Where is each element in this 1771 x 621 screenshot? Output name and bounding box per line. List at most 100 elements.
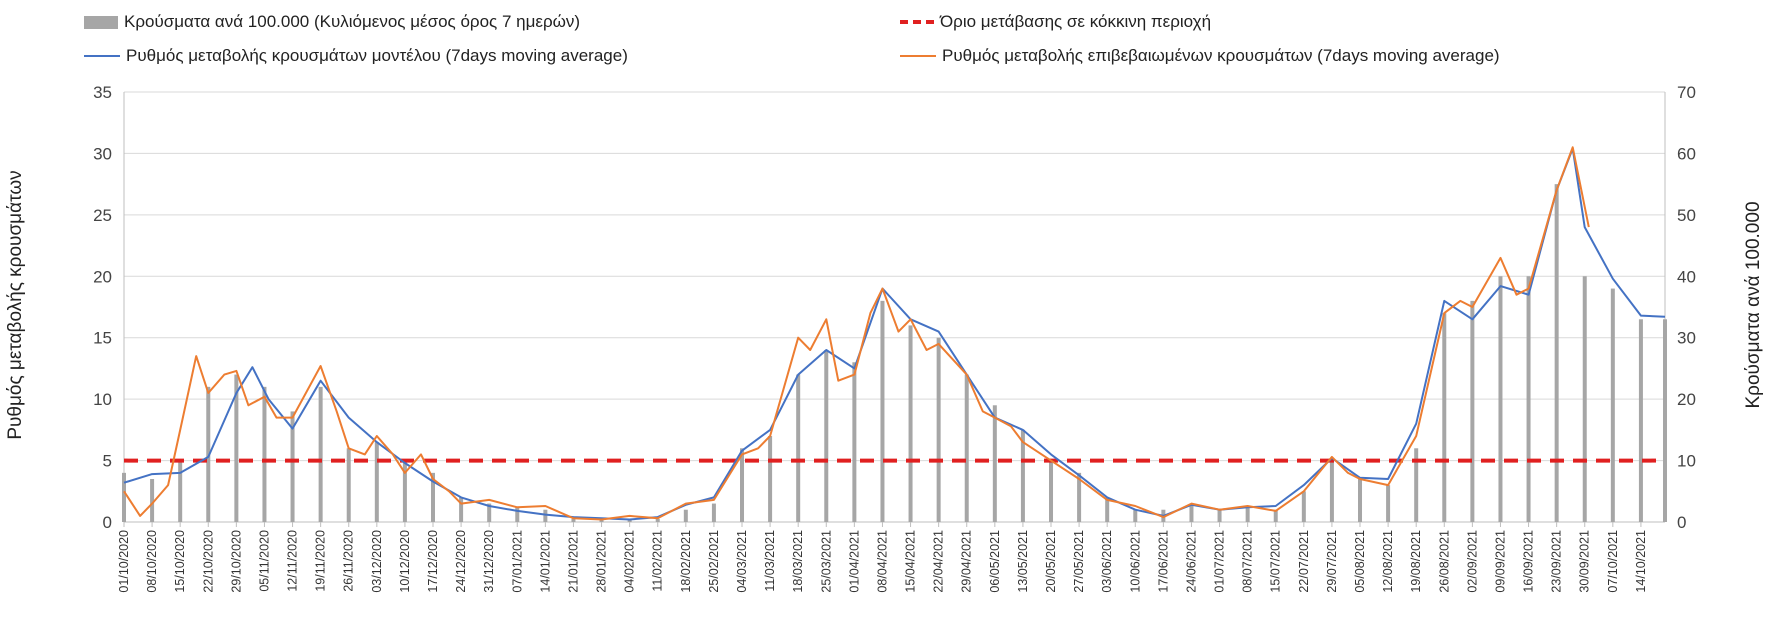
bar: [1301, 491, 1306, 522]
x-tick-label: 08/07/2021: [1241, 530, 1255, 593]
bar: [1386, 485, 1391, 522]
x-tick-label: 17/12/2020: [426, 530, 440, 593]
bar: [1498, 276, 1503, 522]
y-axis-title-left: Ρυθμός μεταβολής κρουσμάτων: [5, 170, 27, 439]
x-tick-label: 05/08/2021: [1353, 530, 1367, 593]
bar: [711, 503, 716, 522]
x-tick-label: 21/01/2021: [566, 530, 580, 593]
x-tick-label: 03/12/2020: [370, 530, 384, 593]
x-tick-label: 22/04/2021: [932, 530, 946, 593]
x-tick-label: 02/09/2021: [1465, 530, 1479, 593]
x-tick-label: 26/11/2020: [342, 530, 356, 592]
bar: [1663, 319, 1667, 522]
x-tick-label: 15/10/2020: [173, 530, 187, 593]
legend-item-model: Ρυθμός μεταβολής κρουσμάτων μοντέλου (7d…: [84, 46, 628, 66]
bar: [122, 472, 126, 522]
legend-item-threshold: Όριο μετάβασης σε κόκκινη περιοχή: [900, 12, 1211, 32]
x-tick-label: 20/05/2021: [1044, 530, 1058, 593]
bar: [1638, 319, 1643, 522]
x-tick-label: 06/05/2021: [988, 530, 1002, 593]
legend-swatch-threshold: [900, 20, 934, 24]
y-tick-label-right: 10: [1677, 452, 1696, 471]
bar: [318, 386, 323, 522]
bar: [908, 325, 913, 522]
bar: [683, 509, 688, 522]
bar: [1470, 300, 1475, 522]
bar: [290, 411, 295, 522]
x-tick-label: 05/11/2020: [257, 530, 271, 592]
x-tick-label: 25/03/2021: [819, 530, 833, 593]
x-tick-label: 04/03/2021: [735, 530, 749, 593]
bar: [487, 503, 492, 522]
y-tick-label-left: 20: [93, 267, 112, 286]
bar: [515, 506, 520, 522]
bar: [1049, 460, 1054, 522]
x-tick-label: 30/09/2021: [1578, 530, 1592, 593]
bar: [655, 518, 660, 522]
legend-item-bars: Κρούσματα ανά 100.000 (Κυλιόμενος μέσος …: [84, 12, 580, 32]
x-tick-label: 11/03/2021: [763, 530, 777, 592]
y-tick-label-left: 25: [93, 206, 112, 225]
x-tick-label: 13/05/2021: [1016, 530, 1030, 593]
x-tick-label: 07/01/2021: [510, 530, 524, 593]
x-tick-label: 08/10/2020: [145, 530, 159, 593]
x-tick-label: 04/02/2021: [623, 530, 637, 593]
y-tick-label-left: 15: [93, 329, 112, 348]
bar: [262, 386, 267, 522]
x-tick-label: 09/09/2021: [1493, 530, 1507, 593]
x-tick-label: 12/08/2021: [1381, 530, 1395, 593]
bar: [1020, 429, 1025, 522]
bar: [374, 442, 379, 522]
bar: [936, 337, 941, 522]
bar: [402, 460, 407, 522]
bar: [1610, 288, 1615, 522]
bar: [1414, 448, 1419, 522]
y-tick-label-right: 20: [1677, 390, 1696, 409]
bar: [1105, 497, 1110, 522]
bar: [1329, 460, 1334, 522]
x-tick-label: 23/09/2021: [1550, 530, 1564, 593]
bar: [992, 405, 997, 522]
y-tick-label-right: 30: [1677, 329, 1696, 348]
x-tick-label: 12/11/2020: [286, 530, 300, 592]
x-tick-label: 17/06/2021: [1156, 530, 1170, 593]
x-tick-label: 14/01/2021: [538, 530, 552, 593]
x-tick-label: 22/07/2021: [1297, 530, 1311, 593]
bar: [964, 374, 969, 522]
bar: [178, 460, 183, 522]
series-line-confirmed: [123, 146, 1590, 521]
y-tick-label-right: 40: [1677, 267, 1696, 286]
x-tick-label: 03/06/2021: [1100, 530, 1114, 593]
bar: [1358, 479, 1363, 522]
bar: [1133, 509, 1138, 522]
x-tick-label: 18/03/2021: [791, 530, 805, 593]
y-tick-label-left: 35: [93, 83, 112, 102]
bar: [1526, 276, 1531, 522]
x-tick-label: 24/12/2020: [454, 530, 468, 593]
legend-label-confirmed: Ρυθμός μεταβολής επιβεβαιωμένων κρουσμάτ…: [942, 46, 1500, 65]
x-tick-label: 22/10/2020: [201, 530, 215, 593]
legend-swatch-model: [84, 55, 120, 57]
legend-label-threshold: Όριο μετάβασης σε κόκκινη περιοχή: [940, 12, 1212, 31]
y-tick-label-right: 0: [1677, 513, 1686, 532]
x-tick-label: 26/08/2021: [1437, 530, 1451, 593]
x-tick-label: 15/04/2021: [904, 530, 918, 593]
bar: [206, 386, 211, 522]
bar: [346, 448, 351, 522]
bar: [1217, 509, 1222, 522]
bar: [1189, 503, 1194, 522]
x-tick-label: 14/10/2021: [1634, 530, 1648, 593]
bar: [1077, 472, 1082, 522]
x-tick-label: 01/10/2020: [117, 530, 131, 593]
bar: [150, 479, 155, 522]
bar: [1245, 506, 1250, 522]
y-tick-label-left: 30: [93, 144, 112, 163]
x-tick-label: 16/09/2021: [1522, 530, 1536, 593]
bar: [1554, 184, 1559, 522]
bar: [852, 362, 857, 522]
series-line-model: [123, 147, 1666, 521]
x-tick-label: 18/02/2021: [679, 530, 693, 593]
x-tick-label: 07/10/2021: [1606, 530, 1620, 593]
y-tick-label-left: 5: [103, 452, 112, 471]
